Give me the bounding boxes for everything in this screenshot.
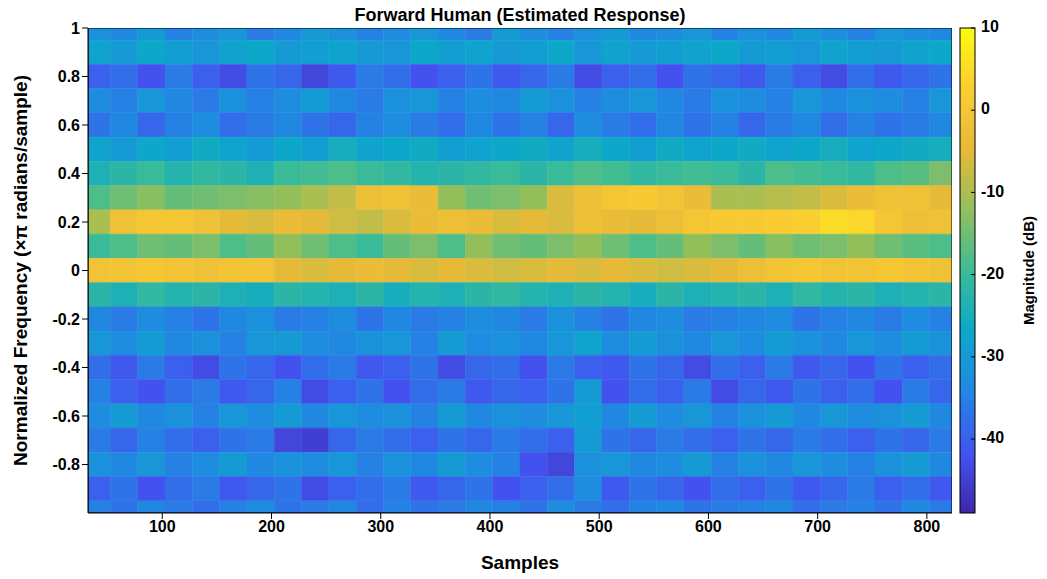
svg-text:-0.4: -0.4 (52, 359, 80, 376)
svg-text:0.6: 0.6 (58, 117, 80, 134)
svg-text:-10: -10 (981, 183, 1004, 200)
svg-text:-30: -30 (981, 347, 1004, 364)
svg-text:200: 200 (258, 518, 285, 535)
svg-text:Samples: Samples (481, 552, 559, 573)
svg-text:400: 400 (477, 518, 504, 535)
svg-text:-20: -20 (981, 265, 1004, 282)
svg-text:-0.2: -0.2 (52, 311, 80, 328)
svg-text:700: 700 (804, 518, 831, 535)
svg-text:0.2: 0.2 (58, 214, 80, 231)
svg-text:-0.6: -0.6 (52, 408, 80, 425)
svg-text:Magnitude (dB): Magnitude (dB) (1020, 216, 1037, 325)
svg-text:0.8: 0.8 (58, 68, 80, 85)
svg-text:500: 500 (586, 518, 613, 535)
svg-text:0: 0 (71, 262, 80, 279)
svg-text:Normalized Frequency (×π radia: Normalized Frequency (×π radians/sample) (10, 75, 31, 466)
svg-text:Forward Human (Estimated Respo: Forward Human (Estimated Response) (354, 5, 685, 25)
svg-text:0: 0 (981, 100, 990, 117)
svg-text:-40: -40 (981, 429, 1004, 446)
svg-text:10: 10 (981, 18, 999, 35)
svg-text:1: 1 (71, 20, 80, 37)
svg-text:800: 800 (914, 518, 941, 535)
svg-text:0.4: 0.4 (58, 165, 80, 182)
svg-text:300: 300 (367, 518, 394, 535)
svg-text:100: 100 (149, 518, 176, 535)
svg-text:600: 600 (695, 518, 722, 535)
svg-text:-0.8: -0.8 (52, 456, 80, 473)
